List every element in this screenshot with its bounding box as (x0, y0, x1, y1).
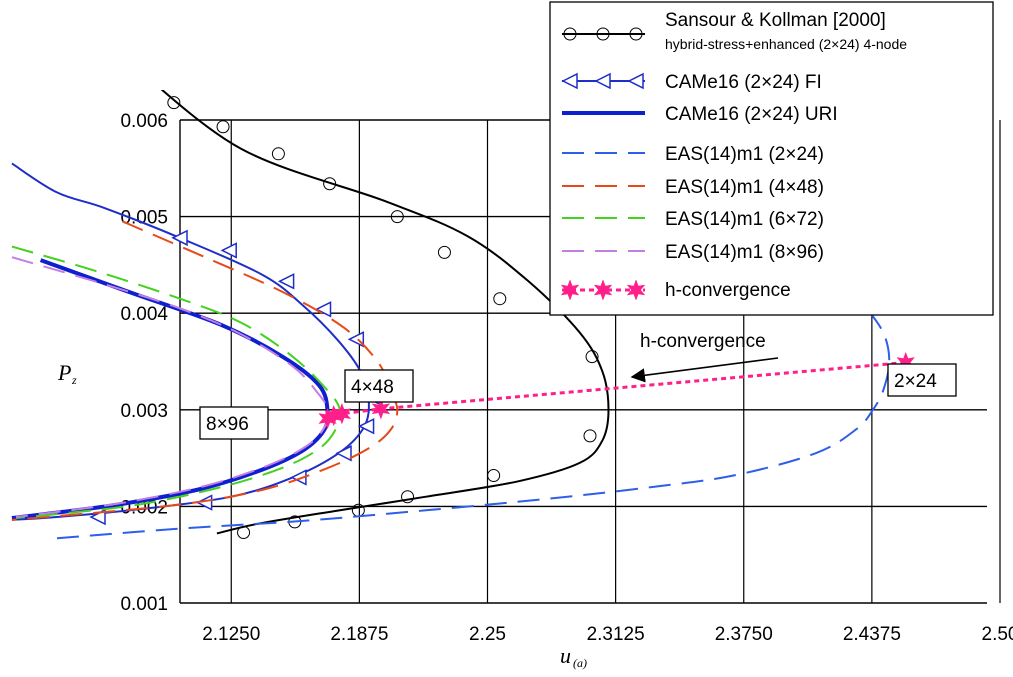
legend-entry-0-sublabel: hybrid-stress+enhanced (2×24) 4-node (665, 36, 907, 52)
legend-entry-4-label: EAS(14)m1 (4×48) (665, 177, 824, 198)
legend: Sansour & Kollman [2000] hybrid-stress+e… (549, 1, 994, 316)
series-5 (11, 245, 342, 519)
series-4-line (11, 220, 399, 521)
series-0-marker (583, 429, 597, 443)
series-1-marker (335, 445, 352, 462)
series-7-marker (371, 398, 391, 420)
annotation-box-4x48-label: 4×48 (351, 377, 394, 398)
series-0-marker (437, 245, 451, 259)
x-tick-label: 2.3125 (587, 624, 645, 645)
y-tick-label: 0.006 (120, 111, 168, 132)
series-0-marker (629, 27, 643, 41)
series-2 (11, 258, 330, 520)
series-1-marker (220, 242, 237, 259)
series-layer (11, 90, 916, 540)
series-1-marker (347, 331, 365, 348)
series-0-marker (596, 27, 610, 41)
series-0-marker (216, 120, 230, 134)
y-tick-label: 0.003 (120, 401, 168, 422)
series-1-marker (357, 418, 375, 435)
series-7-marker (626, 279, 646, 301)
x-tick-labels: 2.1250 2.1875 2.25 2.3125 2.3750 2.4375 2.50 (202, 624, 1013, 645)
y-tick-label: 0.001 (120, 594, 168, 615)
annotation-arrow (630, 357, 779, 383)
x-tick-label: 2.3750 (715, 624, 773, 645)
x-tick-label: 2.25 (469, 624, 506, 645)
y-tick-label: 0.005 (120, 208, 168, 229)
series-0-marker (271, 147, 285, 161)
series-2-line (11, 258, 330, 520)
x-tick-label: 2.1250 (202, 624, 260, 645)
series-0-marker (585, 350, 599, 364)
y-tick-label: 0.004 (120, 304, 168, 325)
series-0-marker (493, 292, 507, 306)
x-axis-title: u (560, 643, 571, 668)
series-4 (11, 220, 399, 521)
annotation-box-8x96-label: 8×96 (206, 414, 249, 435)
series-5-line (11, 245, 342, 519)
y-axis-title-sub: z (71, 373, 77, 387)
series-7 (318, 351, 916, 430)
series-1-marker (277, 273, 295, 290)
legend-entry-0-label: Sansour & Kollman [2000] (665, 10, 886, 31)
legend-box (549, 1, 994, 316)
series-1-marker (627, 72, 644, 90)
series-1-marker (171, 229, 188, 247)
annotation-box-4x48: 4×48 (344, 369, 414, 403)
annotation-arrow-label: h-convergence (640, 331, 766, 352)
series-3-line (56, 273, 891, 540)
y-axis-title: P (57, 360, 71, 385)
legend-entry-1-label: CAMe16 (2×24) FI (665, 72, 822, 93)
series-0-marker (323, 177, 337, 191)
x-axis-title-sub: (a) (573, 656, 587, 670)
legend-entry-5-label: EAS(14)m1 (6×72) (665, 209, 824, 230)
series-0 (160, 90, 610, 539)
series-1 (11, 162, 383, 526)
series-0-marker (487, 468, 501, 482)
series-7-marker (560, 279, 580, 301)
x-tick-label: 2.4375 (843, 624, 901, 645)
series-1-marker (561, 72, 578, 90)
x-tick-label: 2.50 (982, 624, 1013, 645)
legend-entry-6-label: EAS(14)m1 (8×96) (665, 242, 824, 263)
series-7-marker (593, 279, 613, 301)
legend-entry-2-label: CAMe16 (2×24) URI (665, 104, 838, 125)
series-0-marker (390, 210, 404, 224)
series-1-marker (594, 72, 611, 90)
series-0-marker (563, 27, 577, 41)
series-3 (56, 273, 891, 540)
annotation-box-2x24: 2×24 (887, 363, 957, 397)
series-1-marker (195, 494, 213, 511)
series-1-marker (89, 508, 106, 526)
legend-samples (560, 27, 646, 301)
series-7-marker (332, 402, 352, 425)
legend-entry-3-label: EAS(14)m1 (2×24) (665, 144, 824, 165)
annotation-box-2x24-label: 2×24 (894, 371, 937, 392)
series-0-marker (237, 525, 251, 539)
series-0-marker (167, 96, 181, 110)
series-0-line (160, 90, 610, 535)
annotation-h-convergence-arrow: h-convergence (630, 331, 779, 383)
annotation-box-8x96: 8×96 (199, 406, 269, 440)
series-0-marker (401, 490, 415, 504)
legend-entry-7-label: h-convergence (665, 280, 791, 301)
series-1-marker (314, 301, 332, 318)
x-tick-label: 2.1875 (330, 624, 388, 645)
